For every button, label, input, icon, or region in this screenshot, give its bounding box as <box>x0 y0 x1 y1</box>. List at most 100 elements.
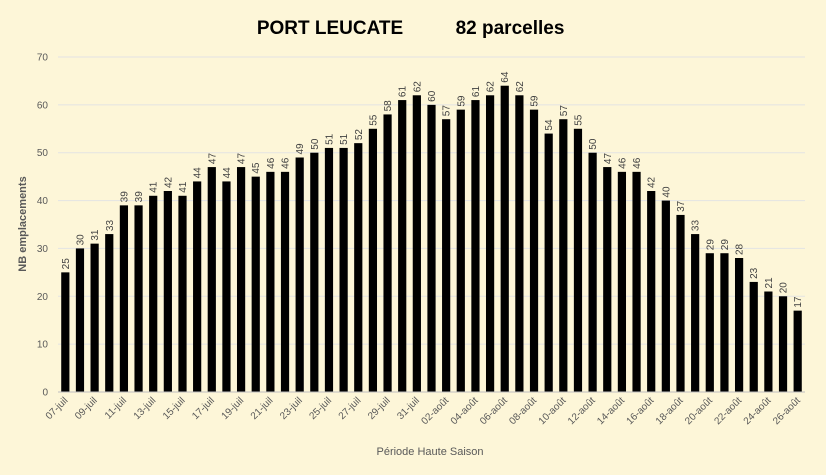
data-label: 59 <box>456 95 467 107</box>
x-tick-label: 31-juil <box>395 395 422 422</box>
data-label: 40 <box>661 186 672 198</box>
data-label: 64 <box>500 71 511 83</box>
x-tick-label: 16-août <box>625 395 657 427</box>
bar-13-août <box>603 167 612 392</box>
x-tick-label: 27-juil <box>337 395 364 422</box>
data-label: 30 <box>75 234 86 246</box>
x-tick-label: 26-août <box>771 395 803 427</box>
bar-07-juil <box>61 272 70 392</box>
bar-20-juil <box>251 176 260 392</box>
bar-05-août <box>485 95 495 393</box>
data-label: 47 <box>603 153 614 165</box>
bar-11-juil <box>119 205 129 392</box>
data-label: 54 <box>544 119 555 131</box>
y-tick-label: 40 <box>37 196 49 207</box>
x-tick-label: 18-août <box>654 395 686 427</box>
data-label: 42 <box>163 176 174 188</box>
x-tick-label: 04-août <box>449 395 481 427</box>
data-label: 57 <box>442 105 453 117</box>
data-label: 47 <box>207 153 218 165</box>
x-tick-label: 21-juil <box>249 395 276 422</box>
data-label: 59 <box>530 95 541 107</box>
bar-13-juil <box>149 195 158 392</box>
bar-26-juil <box>339 147 348 392</box>
y-tick-label: 0 <box>42 388 48 399</box>
x-tick-label: 12-août <box>566 395 598 427</box>
x-tick-label: 24-août <box>742 395 774 427</box>
x-tick-label: 22-août <box>712 395 744 427</box>
data-label: 29 <box>705 239 716 251</box>
bars <box>61 85 802 393</box>
data-label: 47 <box>237 153 248 165</box>
y-axis-ticks: 0 10 20 30 40 50 60 70 <box>37 53 49 399</box>
bar-09-juil <box>90 243 99 392</box>
x-tick-label: 17-juil <box>190 395 217 422</box>
bar-16-juil <box>193 181 202 392</box>
x-tick-label: 11-juil <box>103 395 129 421</box>
y-tick-label: 20 <box>37 292 49 303</box>
data-label: 57 <box>559 105 570 117</box>
bar-07-août <box>515 95 524 393</box>
data-label: 39 <box>134 191 145 203</box>
data-label: 62 <box>412 81 423 93</box>
bar-11-août <box>573 128 583 393</box>
bar-18-juil <box>222 181 231 392</box>
bar-06-août <box>500 85 509 392</box>
bar-09-août <box>544 133 553 393</box>
bar-31-juil <box>412 95 421 393</box>
bar-23-août <box>749 281 758 392</box>
bar-23-juil <box>295 157 304 392</box>
bar-17-août <box>661 200 670 392</box>
data-label: 44 <box>222 167 233 179</box>
bar-15-juil <box>178 195 187 392</box>
data-label: 52 <box>354 129 365 141</box>
x-tick-label: 10-août <box>537 395 569 427</box>
data-label: 28 <box>735 243 746 255</box>
y-tick-label: 60 <box>37 100 49 111</box>
x-tick-label: 02-août <box>420 395 452 427</box>
bar-14-août <box>617 171 627 392</box>
data-label: 46 <box>281 157 292 169</box>
bar-08-août <box>529 109 539 393</box>
bar-19-août <box>691 234 700 392</box>
data-label: 45 <box>251 162 262 174</box>
x-tick-label: 29-juil <box>366 395 393 422</box>
data-label: 41 <box>149 181 160 193</box>
data-label: 51 <box>324 133 335 145</box>
data-label: 29 <box>720 239 731 251</box>
data-label: 58 <box>383 100 394 112</box>
data-label: 49 <box>295 143 306 155</box>
data-label: 41 <box>178 181 189 193</box>
data-label: 46 <box>266 157 277 169</box>
data-label: 55 <box>368 114 379 126</box>
data-label: 62 <box>515 81 526 93</box>
bar-22-août <box>734 258 744 392</box>
data-label: 61 <box>398 86 409 98</box>
x-tick-label: 23-juil <box>278 395 305 422</box>
bar-15-août <box>632 171 641 392</box>
bar-08-juil <box>75 248 85 392</box>
bar-16-août <box>647 191 656 392</box>
chart-subtitle: 82 parcelles <box>456 18 565 39</box>
y-tick-label: 70 <box>37 53 49 64</box>
data-label: 51 <box>339 133 350 145</box>
x-tick-label: 15-juil <box>161 395 188 422</box>
bar-12-juil <box>134 205 143 392</box>
x-tick-label: 20-août <box>683 395 715 427</box>
bar-28-juil <box>368 128 378 393</box>
bar-10-juil <box>105 234 114 392</box>
bar-03-août <box>456 109 465 393</box>
bar-27-juil <box>354 143 363 392</box>
data-label: 62 <box>486 81 497 93</box>
data-label: 31 <box>90 229 101 241</box>
data-label: 23 <box>749 267 760 279</box>
bar-17-juil <box>207 167 216 392</box>
x-tick-label: 08-août <box>507 395 539 427</box>
bar-24-août <box>764 291 773 392</box>
y-tick-label: 50 <box>37 148 49 159</box>
data-label: 25 <box>61 258 72 270</box>
bar-25-août <box>778 296 788 392</box>
data-label: 60 <box>427 90 438 102</box>
